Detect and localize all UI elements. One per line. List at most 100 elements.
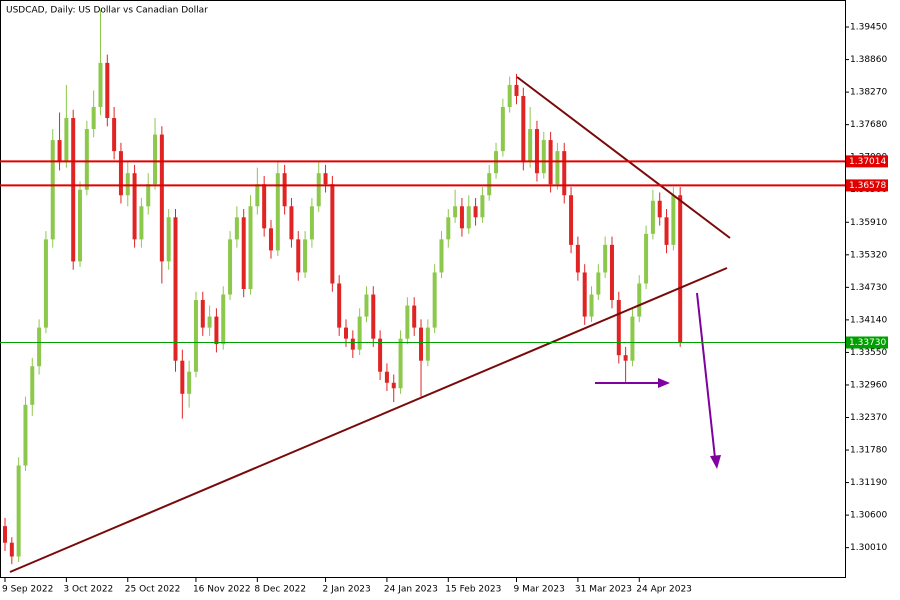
candle-body <box>248 206 253 289</box>
candle-body <box>180 360 185 394</box>
candle-body <box>337 283 342 328</box>
candle-body <box>350 338 355 350</box>
candle-body <box>439 239 444 273</box>
candle-body <box>405 305 410 339</box>
y-tick-label: 1.33550 <box>850 348 887 358</box>
candle-body <box>207 316 212 328</box>
y-tick-label: 1.38860 <box>850 55 887 65</box>
candle-body <box>384 371 389 383</box>
candle-body <box>112 118 117 152</box>
candle-body <box>132 173 137 240</box>
candle-body <box>241 217 246 289</box>
candle-body <box>678 195 683 343</box>
x-tick-label: 9 Mar 2023 <box>514 585 565 595</box>
candle-body <box>118 151 123 196</box>
candle-body <box>159 134 164 262</box>
candle-body <box>507 84 512 107</box>
candle-body <box>173 217 178 361</box>
candle-body <box>398 338 403 389</box>
candle-body <box>98 62 103 107</box>
candle-body <box>487 173 492 196</box>
candle-body <box>603 244 608 273</box>
level-label: 1.37014 <box>849 157 886 167</box>
candle-body <box>371 294 376 339</box>
candle-body <box>50 140 55 240</box>
y-tick-label: 1.34730 <box>850 283 887 293</box>
candle-body <box>528 129 533 163</box>
candle-body <box>23 404 28 466</box>
y-tick-label: 1.32960 <box>850 380 887 390</box>
x-tick-label: 24 Jan 2023 <box>384 585 438 595</box>
candle-body <box>64 118 69 163</box>
candle-body <box>146 184 151 207</box>
candle-body <box>432 272 437 328</box>
x-tick-label: 8 Dec 2022 <box>254 585 306 595</box>
candle-body <box>187 371 192 394</box>
x-tick-label: 15 Feb 2023 <box>445 585 501 595</box>
candle-body <box>200 300 205 328</box>
candle-body <box>582 272 587 317</box>
candle-body <box>3 526 7 543</box>
x-tick-label: 9 Sep 2022 <box>2 585 53 595</box>
candle-body <box>514 84 519 96</box>
candle-body <box>466 206 471 229</box>
chart-title: USDCAD, Daily: US Dollar vs Canadian Dol… <box>6 6 208 16</box>
arrow-head <box>658 378 670 388</box>
candle-body <box>309 206 314 240</box>
candle-body <box>344 327 348 339</box>
level-label-bg <box>846 336 888 349</box>
x-tick-label: 3 Oct 2022 <box>63 585 113 595</box>
candle-body <box>459 206 464 229</box>
level-label: 1.36578 <box>849 181 886 191</box>
marks <box>3 9 683 565</box>
candle-body <box>289 206 294 240</box>
candle-body <box>221 294 226 345</box>
candle-body <box>446 217 451 240</box>
y-tick-label: 1.37680 <box>850 120 887 130</box>
level-label-bg <box>846 155 888 168</box>
candle-body <box>125 173 130 196</box>
candle-body <box>480 195 485 218</box>
candle-body <box>166 217 171 262</box>
candle-body <box>214 316 219 345</box>
x-tick-label: 2 Jan 2023 <box>323 585 371 595</box>
candle-body <box>139 206 144 240</box>
candle-body <box>391 382 396 389</box>
candle-body <box>9 542 14 557</box>
y-tick-label: 1.39450 <box>850 23 887 33</box>
level-label: 1.33730 <box>849 338 886 348</box>
candle-body <box>657 200 662 218</box>
candle-body <box>228 239 233 295</box>
candle-body <box>71 118 76 262</box>
arrow-head <box>710 455 721 469</box>
x-tick-label: 25 Oct 2022 <box>125 585 181 595</box>
plot-frame <box>0 0 846 578</box>
candle-body <box>650 200 655 234</box>
y-tick-label: 1.34140 <box>850 315 887 325</box>
trend-line <box>9 267 728 573</box>
candle-body <box>569 195 574 245</box>
candle-body <box>541 140 546 174</box>
x-tick-label: 16 Nov 2022 <box>193 585 251 595</box>
candle-body <box>609 244 614 301</box>
candle-body <box>193 300 198 372</box>
candle-body <box>268 228 273 251</box>
candle-body <box>616 300 621 356</box>
candle-body <box>521 95 526 163</box>
candle-body <box>623 355 628 361</box>
candle-body <box>105 62 110 119</box>
x-tick-label: 24 Apr 2023 <box>636 585 692 595</box>
y-tick-label: 1.30010 <box>850 543 887 553</box>
candle-body <box>262 184 267 229</box>
candle-body <box>664 217 669 245</box>
candle-body <box>425 327 430 361</box>
candle-body <box>78 189 83 262</box>
level-label-bg <box>846 179 888 192</box>
candle-body <box>275 173 280 251</box>
candle-body <box>316 173 321 207</box>
arrow <box>696 292 716 459</box>
candle-body <box>16 465 21 557</box>
y-tick-label: 1.31780 <box>850 446 887 456</box>
candle-body <box>234 217 239 240</box>
